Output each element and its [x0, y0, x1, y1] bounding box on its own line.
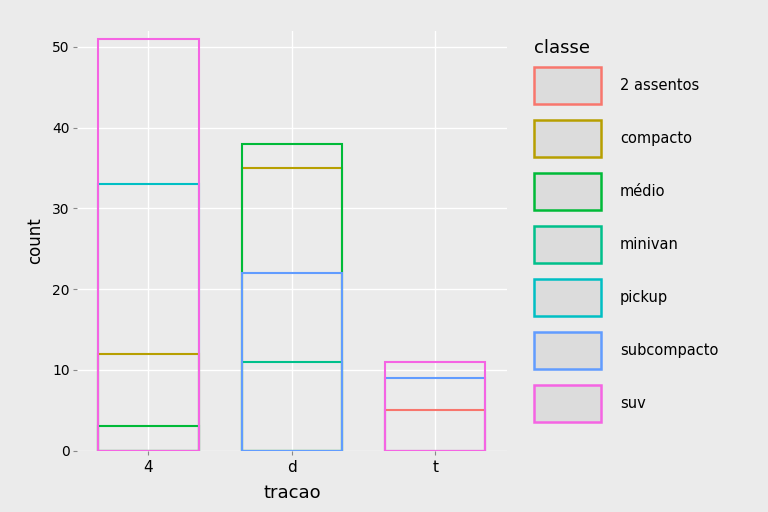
Y-axis label: count: count: [26, 217, 44, 264]
Text: subcompacto: subcompacto: [620, 343, 718, 358]
X-axis label: tracao: tracao: [263, 484, 321, 502]
FancyBboxPatch shape: [535, 385, 601, 422]
FancyBboxPatch shape: [535, 332, 601, 369]
Text: minivan: minivan: [620, 237, 679, 252]
Bar: [98, 354, 199, 451]
Text: compacto: compacto: [620, 131, 692, 146]
Text: classe: classe: [535, 39, 590, 57]
FancyBboxPatch shape: [535, 120, 601, 157]
FancyBboxPatch shape: [535, 67, 601, 104]
Bar: [385, 362, 485, 451]
Bar: [242, 168, 342, 451]
Bar: [385, 410, 485, 451]
Text: 2 assentos: 2 assentos: [620, 78, 699, 93]
Bar: [242, 273, 342, 451]
FancyBboxPatch shape: [535, 279, 601, 316]
Bar: [242, 144, 342, 451]
Text: pickup: pickup: [620, 290, 668, 305]
Text: suv: suv: [620, 396, 646, 411]
Bar: [98, 184, 199, 451]
FancyBboxPatch shape: [535, 226, 601, 263]
Bar: [98, 39, 199, 451]
FancyBboxPatch shape: [535, 173, 601, 210]
Bar: [242, 362, 342, 451]
Bar: [98, 426, 199, 451]
Text: médio: médio: [620, 184, 665, 199]
Bar: [385, 378, 485, 451]
